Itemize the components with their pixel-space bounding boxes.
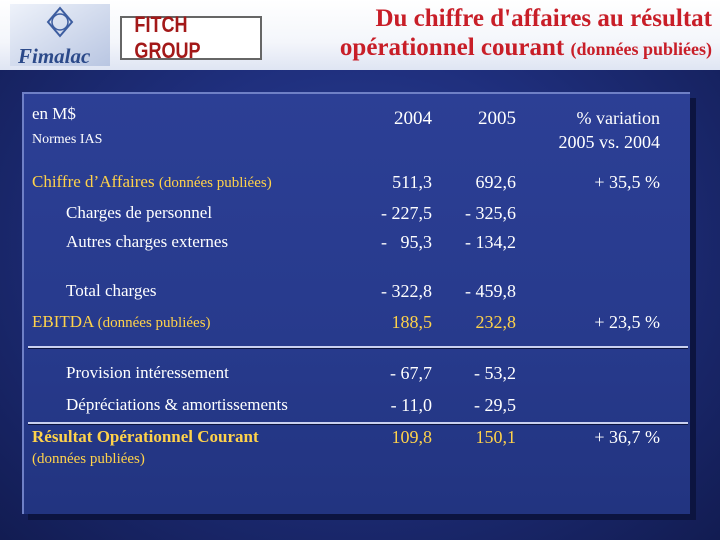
- row-label-depreciations: Dépréciations & amortissements: [66, 395, 288, 414]
- value-2004: 511,3: [392, 172, 432, 192]
- value-2004: - 67,7: [390, 363, 432, 383]
- row-label-autres-charges: Autres charges externes: [66, 232, 229, 251]
- title-line-2: opérationnel courant (données publiées): [340, 33, 712, 64]
- value-variation: + 36,7 %: [594, 427, 660, 447]
- title-line-2-text: opérationnel courant: [339, 34, 565, 61]
- value-2005: - 325,6: [465, 203, 516, 223]
- row-label-chiffre-affaires: Chiffre d’Affaires (données publiées): [32, 172, 272, 192]
- table-panel: [22, 92, 690, 514]
- value-2004: - 11,0: [390, 395, 432, 415]
- value-2005: 232,8: [475, 312, 517, 332]
- row-note: (données publiées): [32, 451, 145, 467]
- value-2005: 692,6: [475, 172, 517, 192]
- fitch-group-logo: FITCH GROUP: [120, 12, 262, 63]
- row-label-provision-interessement: Provision intéressement: [66, 363, 229, 382]
- fimalac-logo-icon: [10, 4, 110, 66]
- value-variation: + 35,5 %: [594, 172, 660, 192]
- header-band: Fimalac FITCH GROUP Du chiffre d'affaire…: [0, 0, 720, 70]
- row-label-ebitda: EBITDA (données publiées): [32, 312, 211, 332]
- row-label-text: EBITDA: [32, 312, 94, 331]
- value-2004: 188,5: [391, 312, 433, 332]
- unit-label: en M$: [32, 104, 76, 123]
- value-2004: - 322,8: [381, 281, 432, 301]
- col-header-2004: 2004: [394, 108, 432, 129]
- row-label-total-charges: Total charges: [66, 281, 157, 300]
- row-note: (données publiées): [97, 315, 211, 331]
- slide-title: Du chiffre d'affaires au résultat opérat…: [340, 4, 712, 64]
- value-2005: - 29,5: [474, 395, 516, 415]
- row-label-resultat-operationnel: Résultat Opérationnel Courant: [32, 427, 259, 446]
- fitch-group-text: FITCH GROUP: [134, 12, 201, 63]
- value-2005: - 134,2: [465, 232, 516, 252]
- value-2004: - 227,5: [381, 203, 432, 223]
- value-2005: - 459,8: [465, 281, 516, 301]
- value-2004: - 95,3: [381, 232, 432, 252]
- value-2005: 150,1: [475, 427, 517, 447]
- row-note: (données publiées): [158, 175, 272, 191]
- col-header-2005: 2005: [478, 108, 516, 129]
- value-variation: + 23,5 %: [594, 312, 660, 332]
- fimalac-logo-text: Fimalac: [18, 44, 91, 68]
- row-label-charges-personnel: Charges de personnel: [66, 203, 213, 222]
- separator-rule: [28, 346, 688, 348]
- title-note: (données publiées): [570, 39, 712, 59]
- value-2004: 109,8: [391, 427, 433, 447]
- title-line-1: Du chiffre d'affaires au résultat: [375, 5, 712, 32]
- value-2005: - 53,2: [474, 363, 516, 383]
- norms-label: Normes IAS: [32, 132, 103, 147]
- col-header-variation: % variation: [576, 108, 660, 128]
- row-label-text: Chiffre d’Affaires: [32, 172, 155, 191]
- col-header-variation-period: 2005 vs. 2004: [558, 132, 660, 152]
- separator-rule: [28, 422, 688, 424]
